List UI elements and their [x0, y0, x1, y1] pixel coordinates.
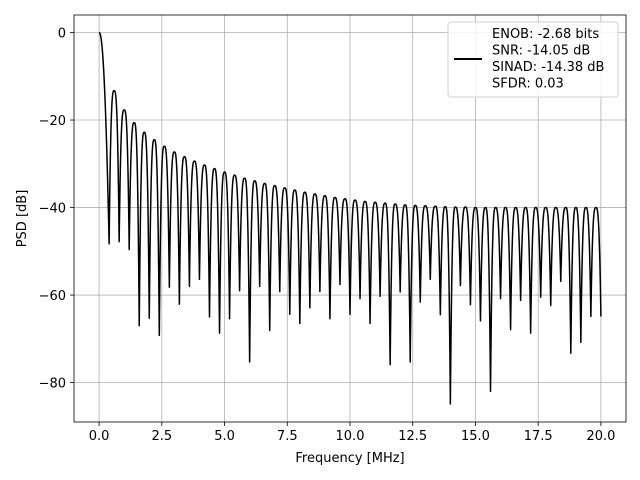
psd-series-line [98, 31, 602, 405]
y-tick-label: 0 [58, 27, 66, 42]
legend-entry-sfdr: SFDR: 0.03 [492, 77, 564, 92]
plot-area [98, 31, 602, 405]
x-tick-label: 12.5 [398, 429, 427, 444]
x-tick-label: 10.0 [336, 429, 365, 444]
legend-entry-enob: ENOB: -2.68 bits [492, 27, 599, 42]
x-tick-label: 0.0 [89, 429, 110, 444]
legend: ENOB: -2.68 bits SNR: -14.05 dB SINAD: -… [447, 21, 619, 98]
x-tick-label: 5.0 [214, 429, 235, 444]
x-tick-label: 17.5 [524, 429, 553, 444]
x-tick-label: 15.0 [461, 429, 490, 444]
x-tick-label: 7.5 [277, 429, 298, 444]
x-tick-label: 2.5 [151, 429, 172, 444]
legend-box [447, 21, 619, 98]
y-tick-label: −60 [39, 289, 66, 304]
y-tick-label: −80 [39, 377, 66, 392]
y-tick-label: −40 [39, 202, 66, 217]
y-axis-label: PSD [dB] [15, 190, 30, 248]
legend-entry-snr: SNR: -14.05 dB [492, 44, 590, 59]
legend-entry-sinad: SINAD: -14.38 dB [492, 60, 604, 75]
x-axis-label: Frequency [MHz] [295, 451, 404, 466]
y-tick-label: −20 [39, 114, 66, 129]
axis-ticks: 0.0 2.5 5.0 7.5 10.0 12.5 15.0 17.5 20.0 0 −20 −40 −… [39, 27, 616, 444]
x-tick-label: 20.0 [586, 429, 615, 444]
